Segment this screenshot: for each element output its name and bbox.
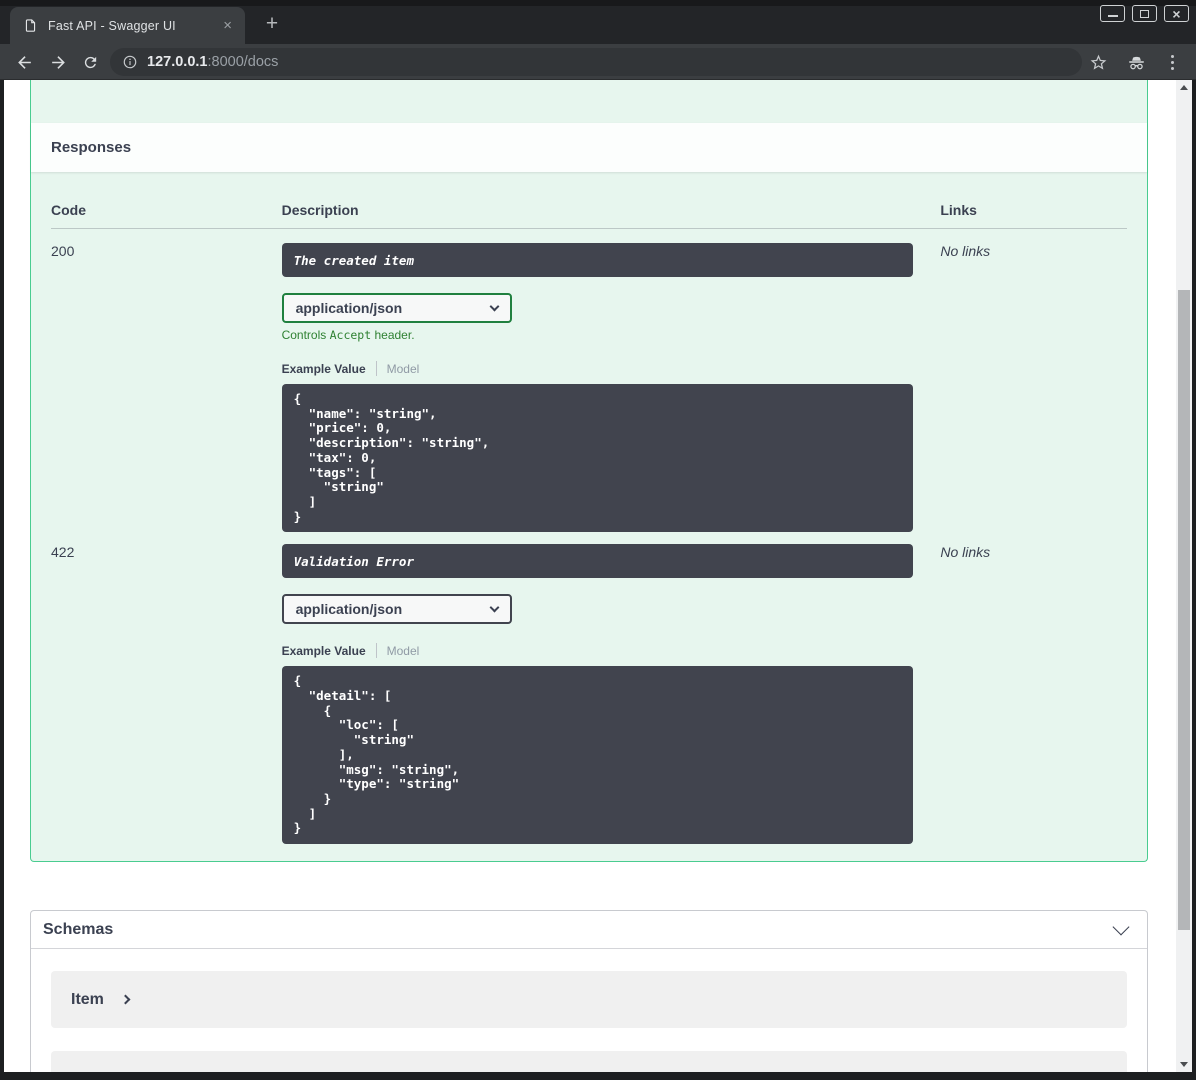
toolbar: 127.0.0.1:8000/docs: [0, 44, 1196, 80]
url-text: 127.0.0.1:8000/docs: [147, 54, 278, 70]
new-tab-button[interactable]: +: [265, 12, 279, 35]
url-path: :8000/docs: [207, 54, 279, 70]
schema-label: Item: [71, 990, 104, 1008]
schemas-header[interactable]: Schemas: [31, 911, 1147, 950]
maximize-button[interactable]: [1132, 5, 1157, 22]
response-description-cell: Validation Error application/json Exampl…: [281, 544, 941, 845]
forward-button[interactable]: [46, 50, 70, 74]
schemas-title: Schemas: [43, 920, 114, 938]
example-json: { "detail": [ { "loc": [ "string" ], "ms…: [281, 666, 913, 845]
opblock-post: Responses Code Description Links 200 The…: [30, 80, 1148, 863]
responses-table: Code Description Links 200 The created i…: [31, 172, 1147, 861]
triangle-up-icon: [1180, 85, 1188, 90]
tab-example-value[interactable]: Example Value: [281, 361, 366, 376]
incognito-indicator[interactable]: [1124, 50, 1148, 74]
column-description: Description: [281, 202, 359, 218]
window-bottom-edge: [0, 1072, 1196, 1080]
tab-example-value[interactable]: Example Value: [281, 643, 366, 658]
chevron-right-icon: [120, 994, 131, 1005]
example-model-tabs: Example Value Model: [282, 361, 941, 376]
minimize-button[interactable]: [1100, 5, 1125, 22]
browser-menu-button[interactable]: [1160, 50, 1184, 74]
response-description: The created item: [281, 243, 913, 277]
accept-header-hint: Controls Accept header.: [281, 328, 415, 342]
response-row-422: 422 Validation Error application/json Ex…: [51, 532, 1127, 845]
opblock-body-spacer: [31, 80, 1147, 123]
page-favicon-icon: [23, 18, 38, 33]
window-controls: ×: [1100, 5, 1189, 22]
site-info-icon[interactable]: [122, 54, 138, 70]
reload-button[interactable]: [78, 50, 102, 74]
chevron-down-icon: [489, 602, 500, 613]
titlebar: Fast API - Swagger UI × + ×: [0, 0, 1196, 44]
response-links: No links: [940, 544, 991, 561]
chevron-down-icon[interactable]: [1112, 918, 1130, 936]
tab-model[interactable]: Model: [386, 643, 420, 658]
incognito-icon: [1128, 56, 1144, 69]
media-type-value: application/json: [295, 601, 403, 618]
bookmark-button[interactable]: [1086, 50, 1110, 74]
scrollbar-up-arrow[interactable]: [1176, 80, 1192, 95]
scrollbar-thumb[interactable]: [1178, 290, 1190, 930]
tab-close-icon[interactable]: ×: [223, 17, 232, 34]
example-json: { "name": "string", "price": 0, "descrip…: [281, 384, 913, 533]
close-icon: ×: [1172, 5, 1181, 22]
tab-separator: [375, 643, 377, 659]
response-links: No links: [940, 243, 991, 259]
response-row-200: 200 The created item application/json Co…: [51, 229, 1127, 533]
swagger-page: Responses Code Description Links 200 The…: [4, 80, 1176, 1072]
column-code: Code: [51, 202, 86, 218]
address-bar[interactable]: 127.0.0.1:8000/docs: [110, 48, 1082, 76]
close-button[interactable]: ×: [1164, 5, 1189, 22]
response-description-cell: The created item application/json Contro…: [281, 243, 941, 533]
media-type-select[interactable]: application/json: [281, 293, 512, 323]
browser-tab[interactable]: Fast API - Swagger UI ×: [10, 7, 245, 44]
schema-item[interactable]: Item: [51, 971, 1127, 1029]
media-type-select[interactable]: application/json: [281, 594, 512, 625]
media-type-value: application/json: [295, 300, 403, 316]
url-host: 127.0.0.1: [147, 54, 208, 70]
scrollbar[interactable]: [1176, 80, 1192, 1072]
chevron-down-icon: [489, 301, 500, 311]
tab-model[interactable]: Model: [386, 361, 420, 376]
back-button[interactable]: [12, 50, 36, 74]
responses-table-header: Code Description Links: [51, 202, 1127, 229]
tab-separator: [375, 361, 377, 376]
menu-kebab-icon: [1170, 54, 1174, 70]
forward-icon: [51, 55, 65, 69]
window-left-edge: [0, 80, 4, 1072]
response-description: Validation Error: [281, 544, 913, 579]
back-icon: [17, 55, 31, 69]
response-code: 200: [51, 243, 75, 259]
bookmark-star-icon: [1090, 54, 1106, 70]
maximize-icon: [1140, 9, 1149, 18]
responses-title: Responses: [51, 139, 132, 156]
reload-icon: [84, 56, 96, 68]
triangle-down-icon: [1180, 1062, 1188, 1067]
window-right-edge: [1192, 80, 1196, 1072]
minimize-icon: [1107, 15, 1118, 17]
tab-title: Fast API - Swagger UI: [48, 18, 176, 33]
scrollbar-down-arrow[interactable]: [1176, 1057, 1192, 1072]
example-model-tabs: Example Value Model: [281, 643, 941, 659]
response-code: 422: [51, 544, 75, 561]
column-links: Links: [940, 202, 977, 218]
responses-section-header: Responses: [31, 123, 1147, 172]
